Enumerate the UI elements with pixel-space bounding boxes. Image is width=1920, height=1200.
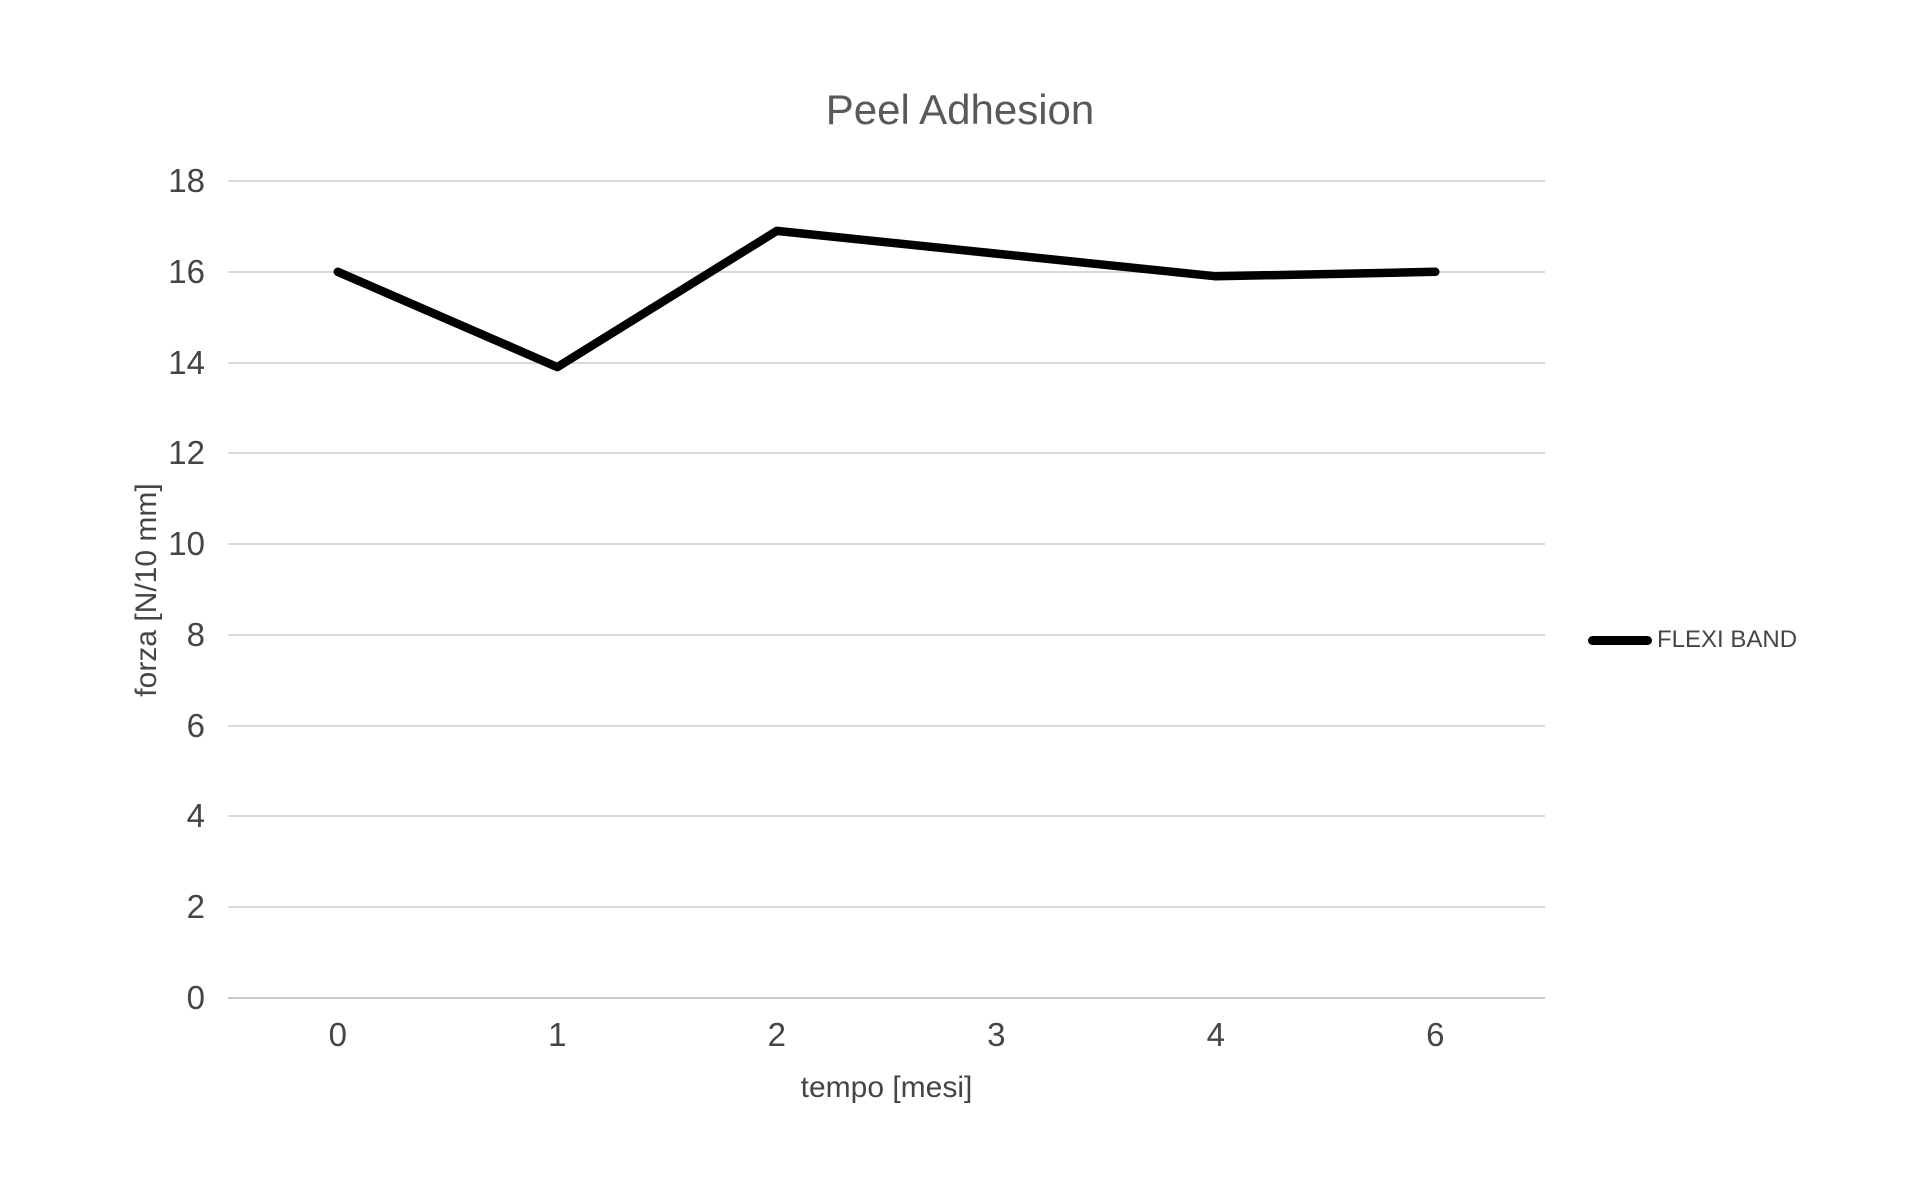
x-tick-label: 3 (987, 1016, 1006, 1053)
gridline (228, 724, 1545, 727)
legend-line-swatch (1588, 635, 1652, 645)
x-tick-label: 6 (1426, 1016, 1445, 1053)
x-tick-label: 0 (328, 1016, 347, 1053)
gridline (228, 906, 1545, 909)
gridline (228, 270, 1545, 273)
x-tick-label: 2 (767, 1016, 786, 1053)
legend-label-flexi-band: FLEXI BAND (1657, 626, 1798, 653)
y-tick-label: 8 (186, 615, 205, 653)
gridline (228, 452, 1545, 455)
y-tick-label: 10 (168, 525, 205, 563)
gridline (228, 633, 1545, 636)
y-tick-label: 4 (186, 797, 205, 835)
gridline (228, 543, 1545, 546)
y-tick-label: 12 (168, 434, 205, 472)
y-tick-label: 18 (168, 162, 205, 199)
x-tick-label: 1 (548, 1016, 567, 1053)
gridline (228, 180, 1545, 182)
y-tick-label: 6 (186, 706, 205, 744)
x-tick-label: 4 (1206, 1016, 1225, 1053)
gridline (228, 361, 1545, 364)
y-tick-label: 2 (186, 888, 205, 926)
gridline (228, 815, 1545, 818)
x-axis-line (228, 997, 1545, 999)
y-tick-label: 0 (186, 979, 205, 1016)
y-tick-label: 16 (168, 252, 205, 290)
chart-title: Peel Adhesion (825, 86, 1095, 133)
y-tick-label: 14 (168, 343, 205, 381)
x-axis-title: tempo [mesi] (800, 1071, 973, 1104)
legend: FLEXI BAND (1588, 618, 1797, 662)
